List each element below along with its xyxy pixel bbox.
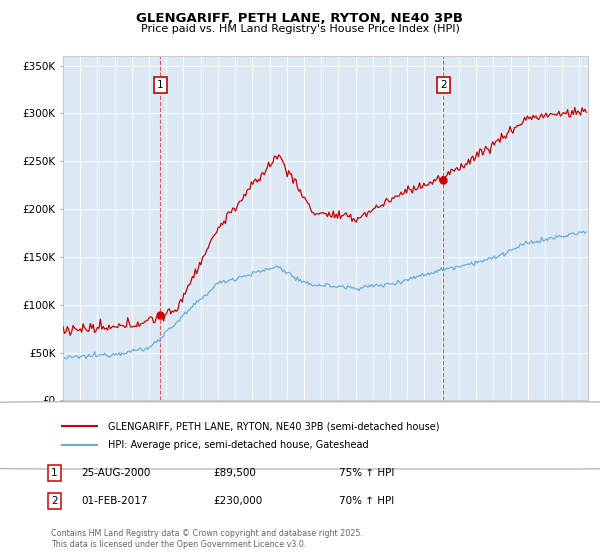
Text: GLENGARIFF, PETH LANE, RYTON, NE40 3PB (semi-detached house): GLENGARIFF, PETH LANE, RYTON, NE40 3PB (…	[108, 421, 440, 431]
Text: 2: 2	[440, 80, 446, 90]
Text: 1: 1	[51, 468, 58, 478]
Text: £89,500: £89,500	[213, 468, 256, 478]
Text: 2: 2	[51, 496, 58, 506]
Text: £230,000: £230,000	[213, 496, 262, 506]
Text: Price paid vs. HM Land Registry's House Price Index (HPI): Price paid vs. HM Land Registry's House …	[140, 24, 460, 34]
Text: GLENGARIFF, PETH LANE, RYTON, NE40 3PB: GLENGARIFF, PETH LANE, RYTON, NE40 3PB	[137, 12, 464, 25]
Text: HPI: Average price, semi-detached house, Gateshead: HPI: Average price, semi-detached house,…	[108, 440, 369, 450]
Text: 01-FEB-2017: 01-FEB-2017	[81, 496, 148, 506]
Text: 70% ↑ HPI: 70% ↑ HPI	[339, 496, 394, 506]
Text: 75% ↑ HPI: 75% ↑ HPI	[339, 468, 394, 478]
Text: 1: 1	[157, 80, 163, 90]
Text: Contains HM Land Registry data © Crown copyright and database right 2025.
This d: Contains HM Land Registry data © Crown c…	[51, 529, 363, 549]
Text: 25-AUG-2000: 25-AUG-2000	[81, 468, 151, 478]
FancyBboxPatch shape	[0, 402, 600, 469]
